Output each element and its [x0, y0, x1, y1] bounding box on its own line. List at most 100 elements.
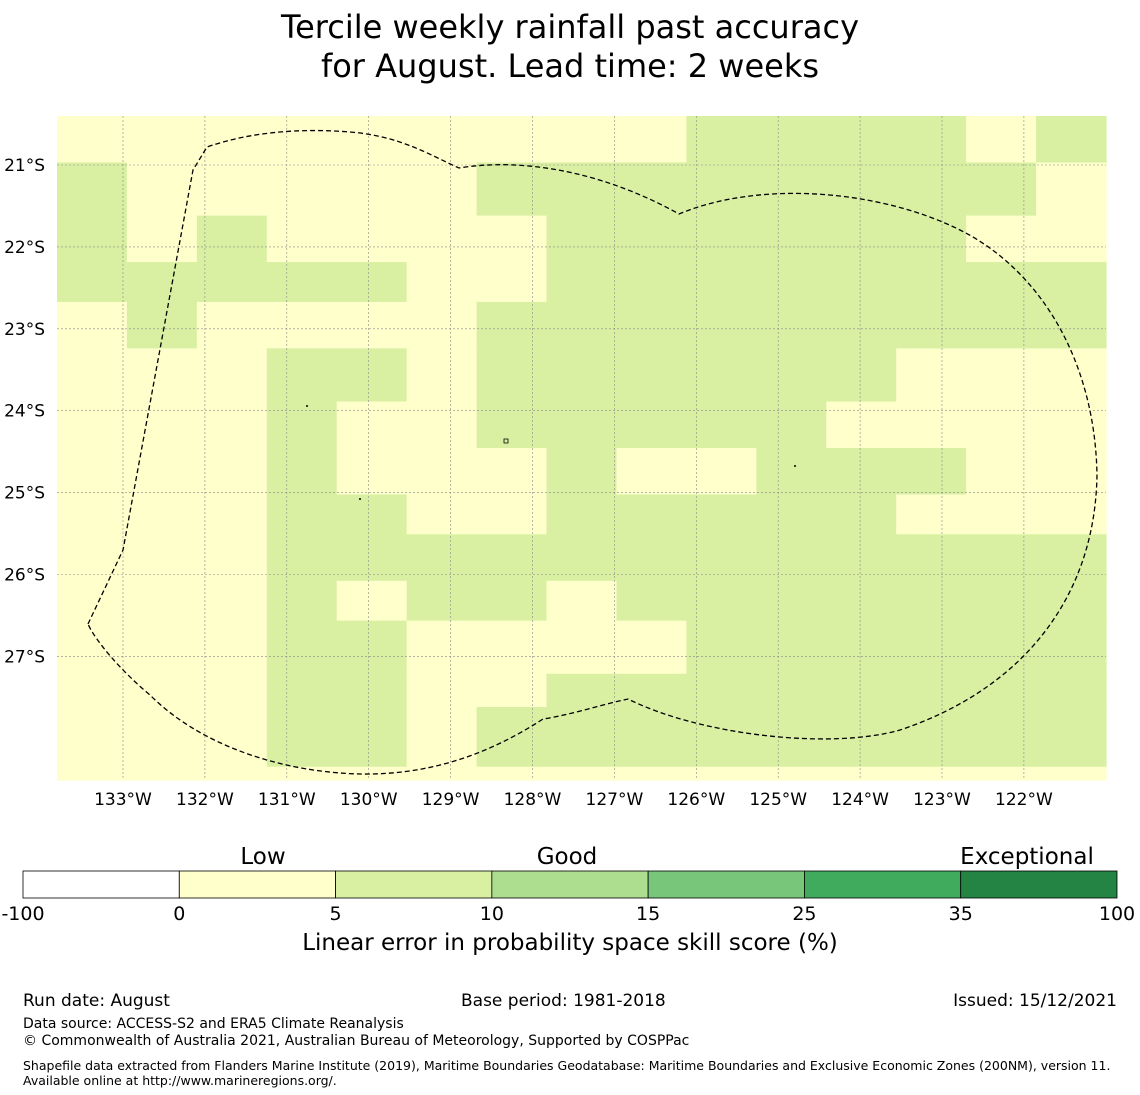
grid-cell	[196, 673, 268, 708]
grid-cell	[406, 580, 478, 622]
grid-cell	[686, 534, 757, 582]
grid-cell	[57, 448, 128, 496]
grid-cell	[686, 301, 757, 349]
colorbar-swatch	[335, 870, 493, 899]
longitude-label: 127°W	[586, 790, 644, 810]
grid-cell	[126, 162, 198, 217]
grid-cell	[546, 766, 618, 781]
grid-cell	[616, 215, 687, 263]
longitude-label: 129°W	[422, 790, 480, 810]
grid-cell	[756, 494, 827, 535]
grid-cell	[126, 262, 198, 303]
grid-cell	[57, 620, 128, 675]
grid-cell	[546, 301, 618, 349]
grid-cell	[406, 215, 478, 263]
grid-cell	[826, 348, 897, 403]
grid-cell	[126, 580, 198, 622]
grid-cell	[476, 262, 548, 303]
grid-cell	[826, 215, 897, 263]
grid-cell	[756, 401, 827, 449]
grid-cell	[406, 673, 478, 708]
grid-cell	[406, 534, 478, 582]
colorbar-tick-label: 100	[1099, 903, 1135, 925]
colorbar-tick-label: 15	[636, 903, 660, 925]
latitude-label: 27°S	[4, 647, 45, 667]
grid-cell	[1036, 162, 1107, 217]
grid-cell	[196, 448, 268, 496]
grid-cell	[196, 162, 268, 217]
latitude-label: 26°S	[4, 566, 45, 586]
grid-cell	[336, 301, 408, 349]
grid-cell	[126, 620, 198, 675]
grid-cell	[686, 401, 757, 449]
grid-cell	[616, 348, 687, 403]
grid-cell	[546, 348, 618, 403]
grid-cell	[406, 348, 478, 403]
data-source: Data source: ACCESS-S2 and ERA5 Climate …	[23, 1016, 404, 1032]
latitude-labels: 21°S 22°S 23°S 24°S 25°S 26°S 27°S	[4, 156, 45, 667]
grid-cell	[546, 494, 618, 535]
grid-cell	[686, 580, 757, 622]
grid-cell	[406, 301, 478, 349]
grid-cell	[896, 262, 967, 303]
grid-cell	[336, 162, 408, 217]
grid-cell	[966, 766, 1037, 781]
grid-cell	[616, 448, 687, 496]
grid-cell	[1036, 301, 1107, 349]
grid-cell	[266, 116, 338, 164]
grid-cell	[336, 494, 408, 535]
grid-cell	[126, 348, 198, 403]
colorbar-category-label: Low	[240, 844, 285, 870]
latitude-label: 21°S	[4, 156, 45, 176]
grid-cell	[966, 162, 1037, 217]
grid-cell	[616, 766, 687, 781]
colorbar-swatch	[960, 870, 1118, 899]
grid-cell	[966, 262, 1037, 303]
grid-cell	[966, 580, 1037, 622]
grid-cell	[126, 673, 198, 708]
longitude-label: 126°W	[667, 790, 725, 810]
grid-cell	[896, 448, 967, 496]
grid-cell	[686, 494, 757, 535]
grid-cell	[266, 401, 338, 449]
grid-cell	[966, 401, 1037, 449]
grid-cell	[476, 620, 548, 675]
colorbar-swatch	[491, 870, 649, 899]
grid-cell	[266, 448, 338, 496]
grid-cell	[966, 348, 1037, 403]
grid-cell	[57, 215, 128, 263]
grid-cell	[476, 448, 548, 496]
grid-cell	[336, 706, 408, 768]
grid-cell	[476, 534, 548, 582]
colorbar-category-label: Exceptional	[960, 844, 1094, 870]
latitude-label: 22°S	[4, 238, 45, 258]
grid-cell	[476, 673, 548, 708]
grid-cell	[476, 348, 548, 403]
grid-cell	[476, 401, 548, 449]
latitude-label: 24°S	[4, 402, 45, 422]
longitude-label: 128°W	[504, 790, 562, 810]
island-mark	[794, 465, 796, 467]
grid-cell	[546, 580, 618, 622]
grid-cell	[196, 215, 268, 263]
grid-cell	[546, 620, 618, 675]
issued-date: Issued: 15/12/2021	[953, 991, 1117, 1011]
grid-cell	[826, 162, 897, 217]
grid-cell	[126, 706, 198, 768]
grid-cell	[756, 620, 827, 675]
longitude-label: 123°W	[913, 790, 971, 810]
grid-cell	[196, 494, 268, 535]
grid-cell	[616, 673, 687, 708]
grid-cell	[1036, 215, 1107, 263]
grid-cell	[126, 534, 198, 582]
grid-cell	[546, 262, 618, 303]
grid-cell	[686, 673, 757, 708]
grid-cell	[406, 448, 478, 496]
grid-cell	[546, 116, 618, 164]
grid-cell	[57, 262, 128, 303]
grid-cell	[1036, 620, 1107, 675]
grid-cell	[616, 620, 687, 675]
grid-cell	[336, 580, 408, 622]
grid-cell	[336, 116, 408, 164]
island-mark	[359, 498, 361, 500]
